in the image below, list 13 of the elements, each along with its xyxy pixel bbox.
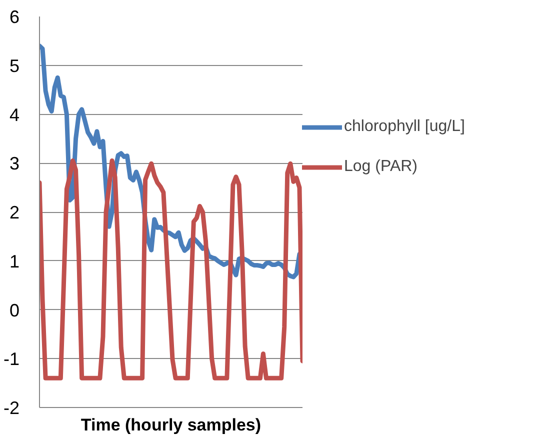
line-series — [40, 158, 302, 380]
y-tick-label: 5 — [9, 56, 20, 76]
y-tick-label: 3 — [9, 154, 20, 174]
y-tick-label: 0 — [9, 300, 20, 320]
y-tick-label: -1 — [3, 349, 20, 370]
y-tick-label: 4 — [9, 104, 20, 125]
y-tick-label: -2 — [3, 398, 20, 418]
y-tick-label: 6 — [9, 7, 20, 27]
x-axis-title: Time (hourly samples) — [80, 416, 262, 434]
y-tick-label: 2 — [9, 202, 20, 222]
legend-label: chlorophyll [ug/L] — [344, 118, 465, 136]
legend-label: Log (PAR) — [344, 158, 418, 176]
y-tick-label: 1 — [9, 251, 20, 272]
